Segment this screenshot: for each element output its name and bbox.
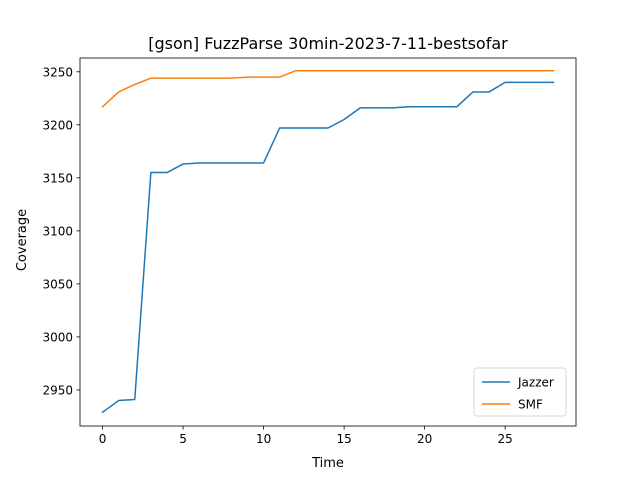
series-layer (101, 69, 555, 414)
y-axis-label: Coverage (15, 209, 30, 271)
y-tick-label: 2950 (42, 383, 73, 397)
x-tick-label: 15 (336, 432, 351, 446)
series-line-smf (101, 69, 555, 108)
chart-title: [gson] FuzzParse 30min-2023-7-11-bestsof… (148, 34, 508, 53)
series-line-jazzer (101, 81, 555, 414)
x-tick-label: 5 (179, 432, 187, 446)
x-tick-label: 0 (99, 432, 107, 446)
y-tick-label: 3100 (42, 224, 73, 238)
y-tick-label: 3050 (42, 277, 73, 291)
plot-frame (79, 57, 577, 427)
y-tick-label: 3200 (42, 118, 73, 132)
axes-layer: 0 5 10 15 20 25 2950 3000 3050 3100 3150 3200 3250 (42, 57, 577, 446)
x-axis-label: Time (311, 456, 344, 471)
y-tick-label: 3000 (42, 330, 73, 344)
x-tick-label: 25 (498, 432, 513, 446)
x-tick-label: 10 (256, 432, 271, 446)
x-tick-label: 20 (417, 432, 432, 446)
legend-label-smf: SMF (518, 398, 543, 412)
legend-label-jazzer: Jazzer (517, 376, 554, 390)
y-tick-label: 3250 (42, 65, 73, 79)
legend: Jazzer SMF (473, 367, 567, 417)
y-tick-label: 3150 (42, 171, 73, 185)
